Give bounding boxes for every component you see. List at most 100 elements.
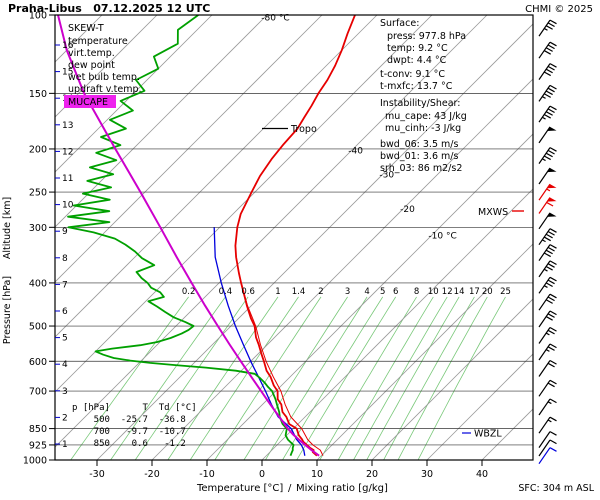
temp-tick-label: 0 <box>259 469 265 480</box>
wind-barb-feather <box>545 233 553 239</box>
wind-barb-half-feather <box>543 285 548 288</box>
altitude-tick-label: 9 <box>62 227 68 237</box>
legend-item-wet-bulb: wet bulb temp. <box>68 72 140 83</box>
isotherm-line <box>55 15 213 173</box>
mixing-ratio-line <box>70 296 189 460</box>
isotherm-labels-layer: -80 °C -40 -30 -20 -10 °C <box>261 14 456 242</box>
surface-temp-value: temp: 9.2 °C <box>387 43 448 54</box>
wind-barb-feather <box>549 63 557 68</box>
wind-barb <box>538 416 557 434</box>
wind-barb-feather <box>547 346 555 351</box>
wind-barb <box>538 126 557 144</box>
wind-barb-feather <box>549 41 557 47</box>
wind-barb <box>538 276 557 294</box>
wind-barb <box>538 183 557 201</box>
mixing-ratio-line <box>383 296 475 460</box>
wind-barb-feather <box>547 44 555 50</box>
wind-barb <box>538 359 557 377</box>
wind-barb-half-feather <box>546 188 551 192</box>
pressure-tick-label: 200 <box>29 144 47 155</box>
wind-barb-feather <box>549 310 557 316</box>
table-row: 850 0.6 -1.2 <box>72 439 186 449</box>
mucape-highlight <box>64 95 116 108</box>
altitude-tick-label: 6 <box>62 307 68 317</box>
wind-barb-feather <box>543 71 551 77</box>
wind-barb-feather <box>545 68 553 74</box>
wind-barb-shaft <box>538 431 551 448</box>
wind-barb-shaft <box>538 439 551 457</box>
wind-barb-flag <box>547 197 557 202</box>
wind-barb-flag <box>547 126 557 131</box>
wind-barb-feather <box>545 25 553 30</box>
temperature-ticks-layer: -30 -20 -10 0 10 20 30 40 <box>89 460 488 480</box>
info-panel: Surface: press: 977.8 hPa temp: 9.2 °C d… <box>380 18 467 174</box>
wind-barb-feather <box>549 326 557 332</box>
wind-barb-feather <box>543 155 551 161</box>
wind-barb-feather <box>545 282 553 288</box>
pressure-axis-title: Pressure [hPa] <box>2 276 13 344</box>
wind-barb-feather <box>549 19 557 25</box>
pressure-tick-label: 700 <box>29 387 47 398</box>
altitude-tick-label: 16 <box>62 41 74 51</box>
wind-barb <box>538 293 557 311</box>
wind-barb-feather <box>547 362 555 368</box>
tropopause-label: Tropo <box>290 124 317 135</box>
wind-barb <box>538 343 557 361</box>
mixing-ratio-label: 10 <box>428 287 439 297</box>
wind-barb-feather <box>549 293 557 299</box>
wind-barb-feather <box>549 276 557 282</box>
wind-barb <box>538 431 557 448</box>
wind-barb <box>538 228 557 246</box>
max-wind-label: MXWS <box>478 207 508 218</box>
pressure-tick-label: 850 <box>29 424 47 435</box>
wind-barb <box>538 147 557 164</box>
temp-tick-label: 30 <box>421 469 433 480</box>
wind-barb-feather <box>547 65 555 71</box>
pressure-tick-label: 150 <box>29 89 47 100</box>
wind-barb <box>538 398 557 416</box>
wind-barb-half-feather <box>545 349 550 352</box>
isotherm-line <box>96 23 533 460</box>
altitude-tick-label: 4 <box>62 360 68 370</box>
wind-barb-flag <box>547 168 557 173</box>
wind-barb-feather <box>547 263 555 268</box>
wet-bulb-zero-label: WBZL <box>474 429 502 440</box>
sounding-curve-updraft-virt-temp <box>57 15 320 457</box>
wind-barb-feather <box>545 152 553 158</box>
wind-barb-feather <box>547 382 555 388</box>
wind-barb <box>538 41 557 59</box>
mixing-ratio-labels-layer: 0.2 0.4 0.6 1 1.4 2 3 4 5 6 8 10 12 14 17 20 25 <box>182 287 511 297</box>
level-data-table: p [hPa] T Td [°C] 500 -25.7 -36.8 700 -9… <box>72 403 197 449</box>
isotherm-line <box>316 243 533 460</box>
wind-barb-feather <box>543 113 551 119</box>
wind-barb <box>538 63 557 80</box>
wind-barb-flag <box>547 184 557 189</box>
legend-item-mucape: MUCAPE <box>68 97 108 108</box>
isotherm-line <box>55 15 268 228</box>
mixing-ratio-line <box>282 296 384 460</box>
wind-barb-feather <box>549 379 557 385</box>
mu-cinh-value: mu_cinh: -3 J/kg <box>385 123 461 134</box>
mixing-ratio-label: 0.4 <box>219 287 233 297</box>
sounding-curves-layer <box>57 15 356 457</box>
isotherm-label: -30 <box>379 171 394 181</box>
pressure-tick-label: 500 <box>29 322 47 333</box>
mixing-ratio-line <box>243 296 348 460</box>
mixing-ratio-label: 6 <box>393 287 398 297</box>
mixing-ratio-label: 12 <box>442 287 453 297</box>
mu-cape-value: mu_cape: 43 J/kg <box>385 111 467 122</box>
altitude-tick-label: 3 <box>62 387 68 397</box>
wind-barb-feather <box>547 22 555 28</box>
isotherm-line <box>55 15 323 283</box>
wind-barb-half-feather <box>541 158 546 162</box>
pressure-tick-label: 600 <box>29 357 47 368</box>
mixing-ratio-label: 14 <box>454 287 465 297</box>
wind-barb-half-feather <box>543 268 548 272</box>
mixing-ratio-line <box>319 296 417 460</box>
legend: SKEW-T temperature virt.temp. dew point … <box>64 23 142 108</box>
wind-barb-half-feather <box>547 419 552 423</box>
mixing-ratio-lines-layer <box>70 296 506 460</box>
mixing-ratio-line <box>167 296 279 460</box>
